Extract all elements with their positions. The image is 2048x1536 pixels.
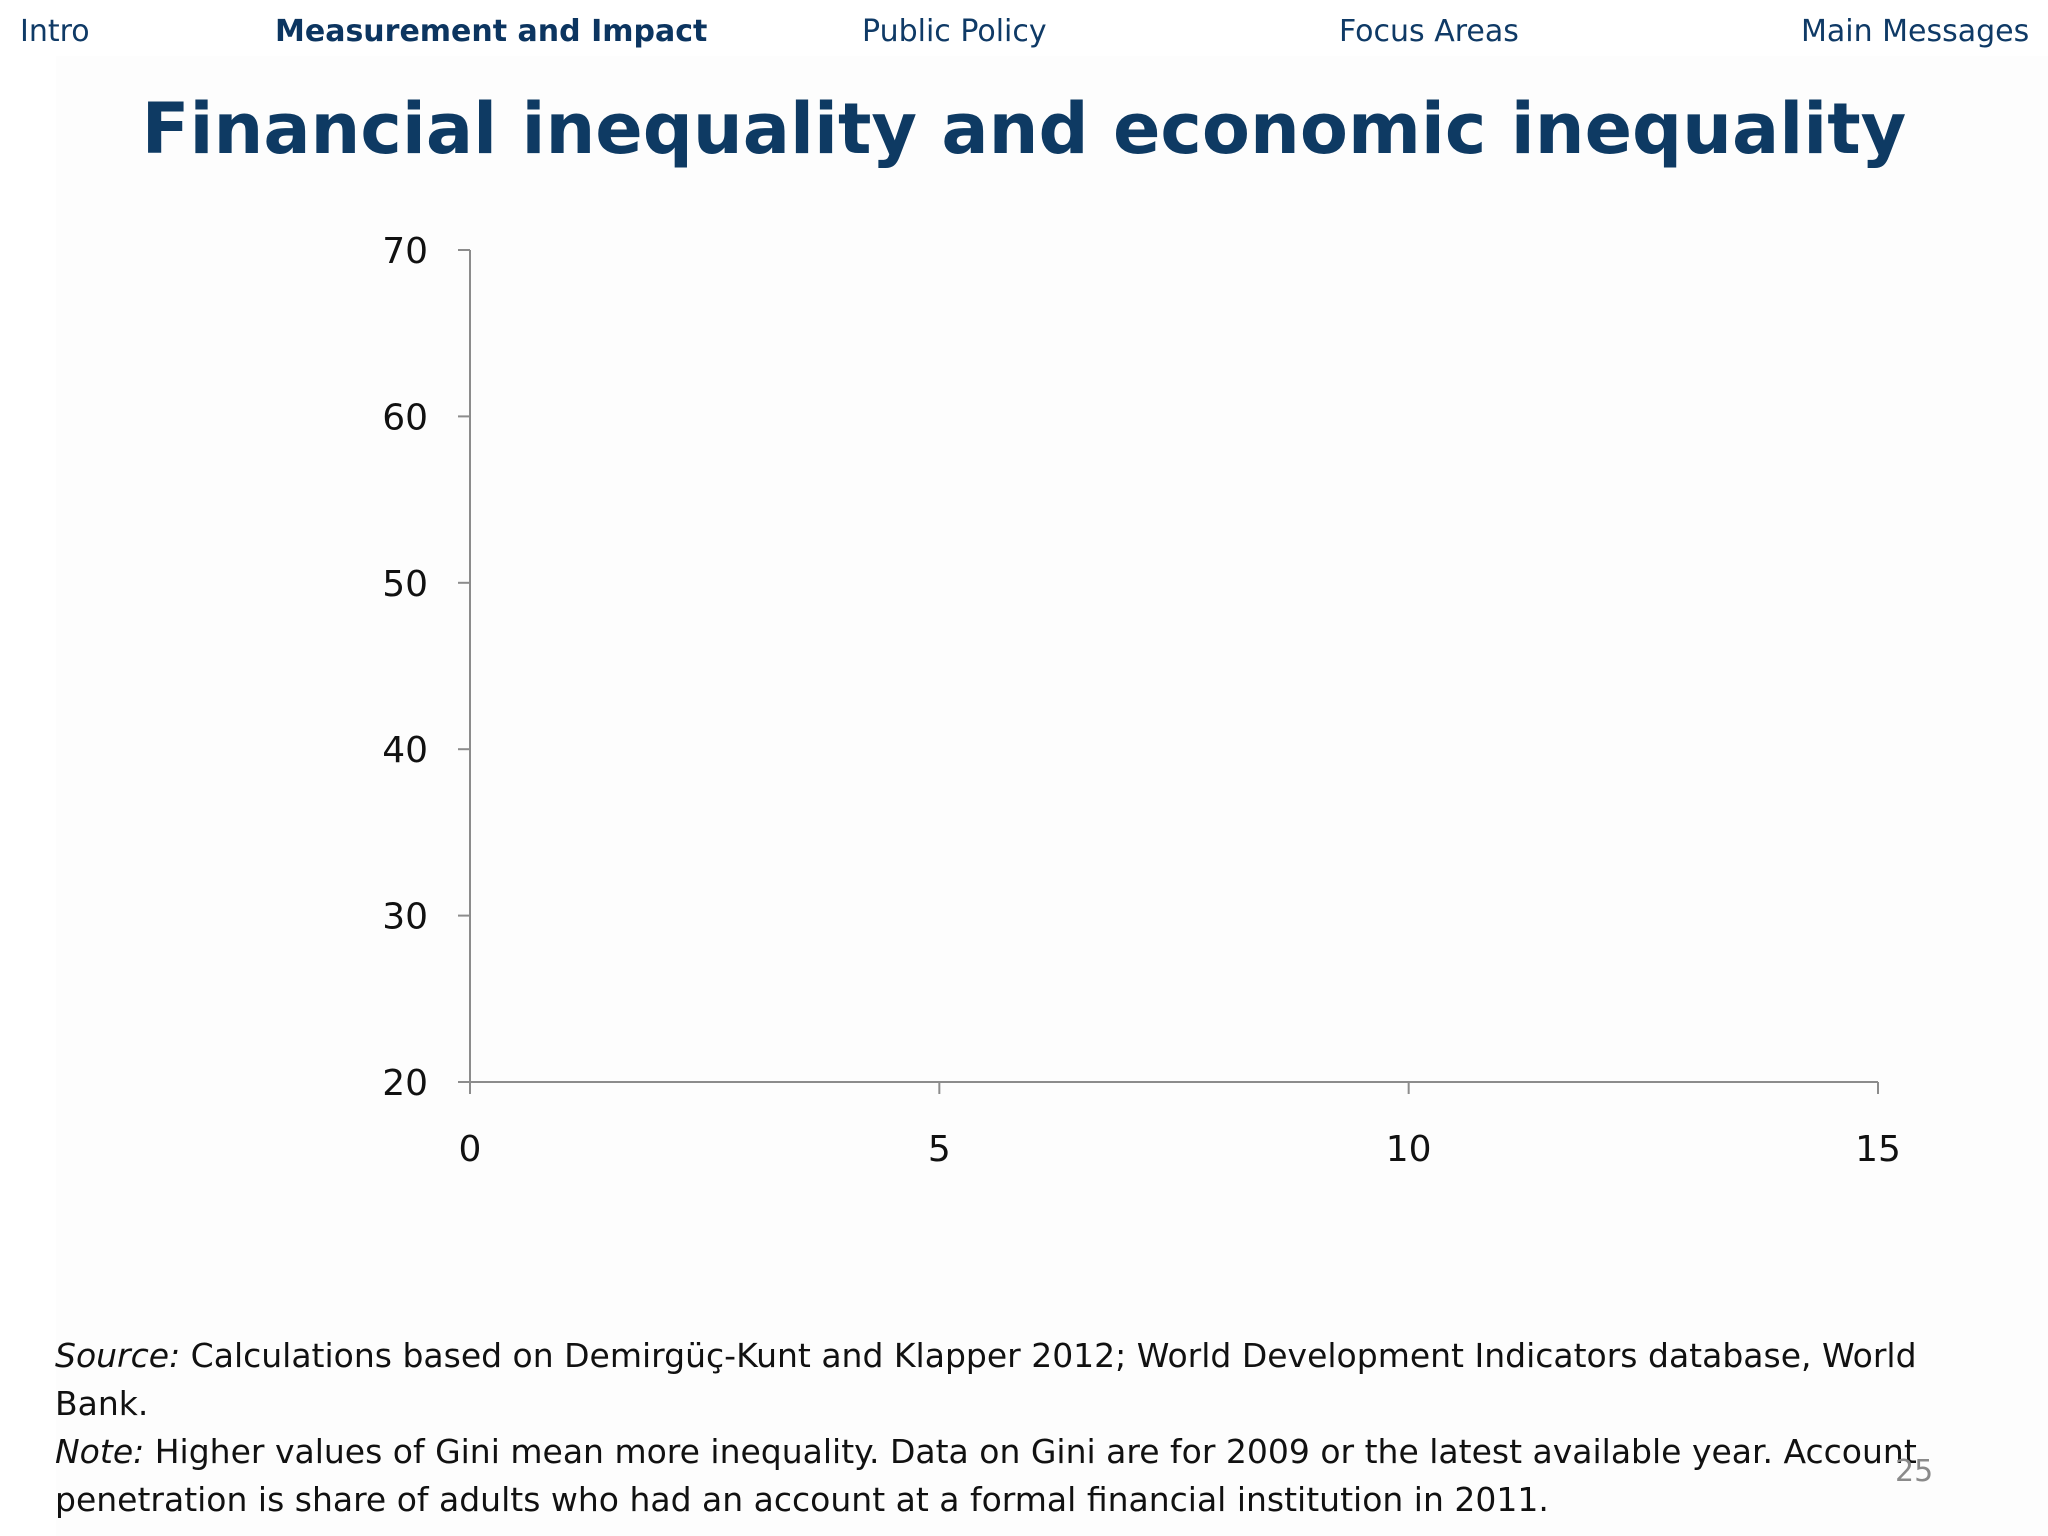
y-tick-label: 40 xyxy=(382,730,428,771)
note-line: Note: Higher values of Gini mean more in… xyxy=(55,1428,2015,1524)
note-text: Higher values of Gini mean more inequali… xyxy=(55,1432,1917,1519)
slide-background xyxy=(56,56,2048,1536)
x-tick-label: 5 xyxy=(928,1129,951,1170)
x-tick-label: 0 xyxy=(459,1129,482,1170)
page-number: 25 xyxy=(1895,1454,1934,1489)
nav-item-main-messages[interactable]: Main Messages xyxy=(1801,14,2030,49)
page-title: Financial inequality and economic inequa… xyxy=(141,88,1907,170)
nav-item-focus-areas[interactable]: Focus Areas xyxy=(1339,14,1519,49)
nav-item-public-policy[interactable]: Public Policy xyxy=(862,14,1047,49)
footnote: Source: Calculations based on Demirgüç-K… xyxy=(55,1332,2015,1524)
nav-item-intro[interactable]: Intro xyxy=(20,14,90,49)
nav-item-measurement-and-impact[interactable]: Measurement and Impact xyxy=(275,14,708,49)
x-tick-label: 10 xyxy=(1386,1129,1432,1170)
y-tick-label: 70 xyxy=(382,231,428,272)
x-tick-label: 15 xyxy=(1855,1129,1901,1170)
y-tick-label: 50 xyxy=(382,564,428,605)
note-label: Note: xyxy=(55,1432,145,1471)
y-tick-label: 20 xyxy=(382,1063,428,1104)
source-text: Calculations based on Demirgüç-Kunt and … xyxy=(55,1336,1917,1423)
source-label: Source: xyxy=(55,1336,181,1375)
y-tick-label: 30 xyxy=(382,897,428,938)
y-tick-label: 60 xyxy=(382,397,428,438)
source-line: Source: Calculations based on Demirgüç-K… xyxy=(55,1332,2015,1428)
